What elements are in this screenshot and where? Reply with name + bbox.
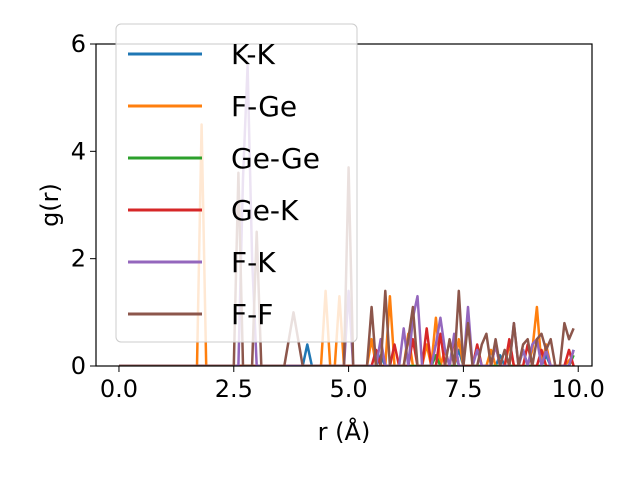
x-tick-label: 0.0: [100, 375, 138, 403]
legend-label-f-f: F-F: [231, 298, 273, 331]
legend-label-ge-ge: Ge-Ge: [231, 142, 320, 175]
y-axis-label: g(r): [36, 183, 64, 227]
x-tick-label: 5.0: [330, 375, 368, 403]
series-line-ge-k: [119, 327, 575, 366]
legend: K-K F-Ge Ge-Ge Ge-K F-K F-F: [115, 23, 358, 343]
x-tick-label: 2.5: [215, 375, 253, 403]
x-tick-label: 7.5: [444, 375, 482, 403]
legend-label-f-k: F-K: [231, 246, 276, 279]
y-axis-ticks: 0 2 4 6: [71, 30, 96, 380]
legend-label-f-ge: F-Ge: [231, 90, 297, 123]
y-tick-label: 4: [71, 137, 86, 165]
legend-label-ge-k: Ge-K: [231, 194, 299, 227]
x-axis-label: r (Å): [318, 417, 371, 446]
series-line-f-f: [119, 166, 575, 366]
legend-box: [115, 23, 358, 343]
legend-label-k-k: K-K: [231, 38, 276, 71]
y-tick-label: 6: [71, 30, 86, 58]
x-tick-label: 10.0: [552, 375, 605, 403]
x-axis-ticks: 0.0 2.5 5.0 7.5 10.0: [100, 366, 605, 403]
y-tick-label: 0: [71, 352, 86, 380]
y-tick-label: 2: [71, 245, 86, 273]
